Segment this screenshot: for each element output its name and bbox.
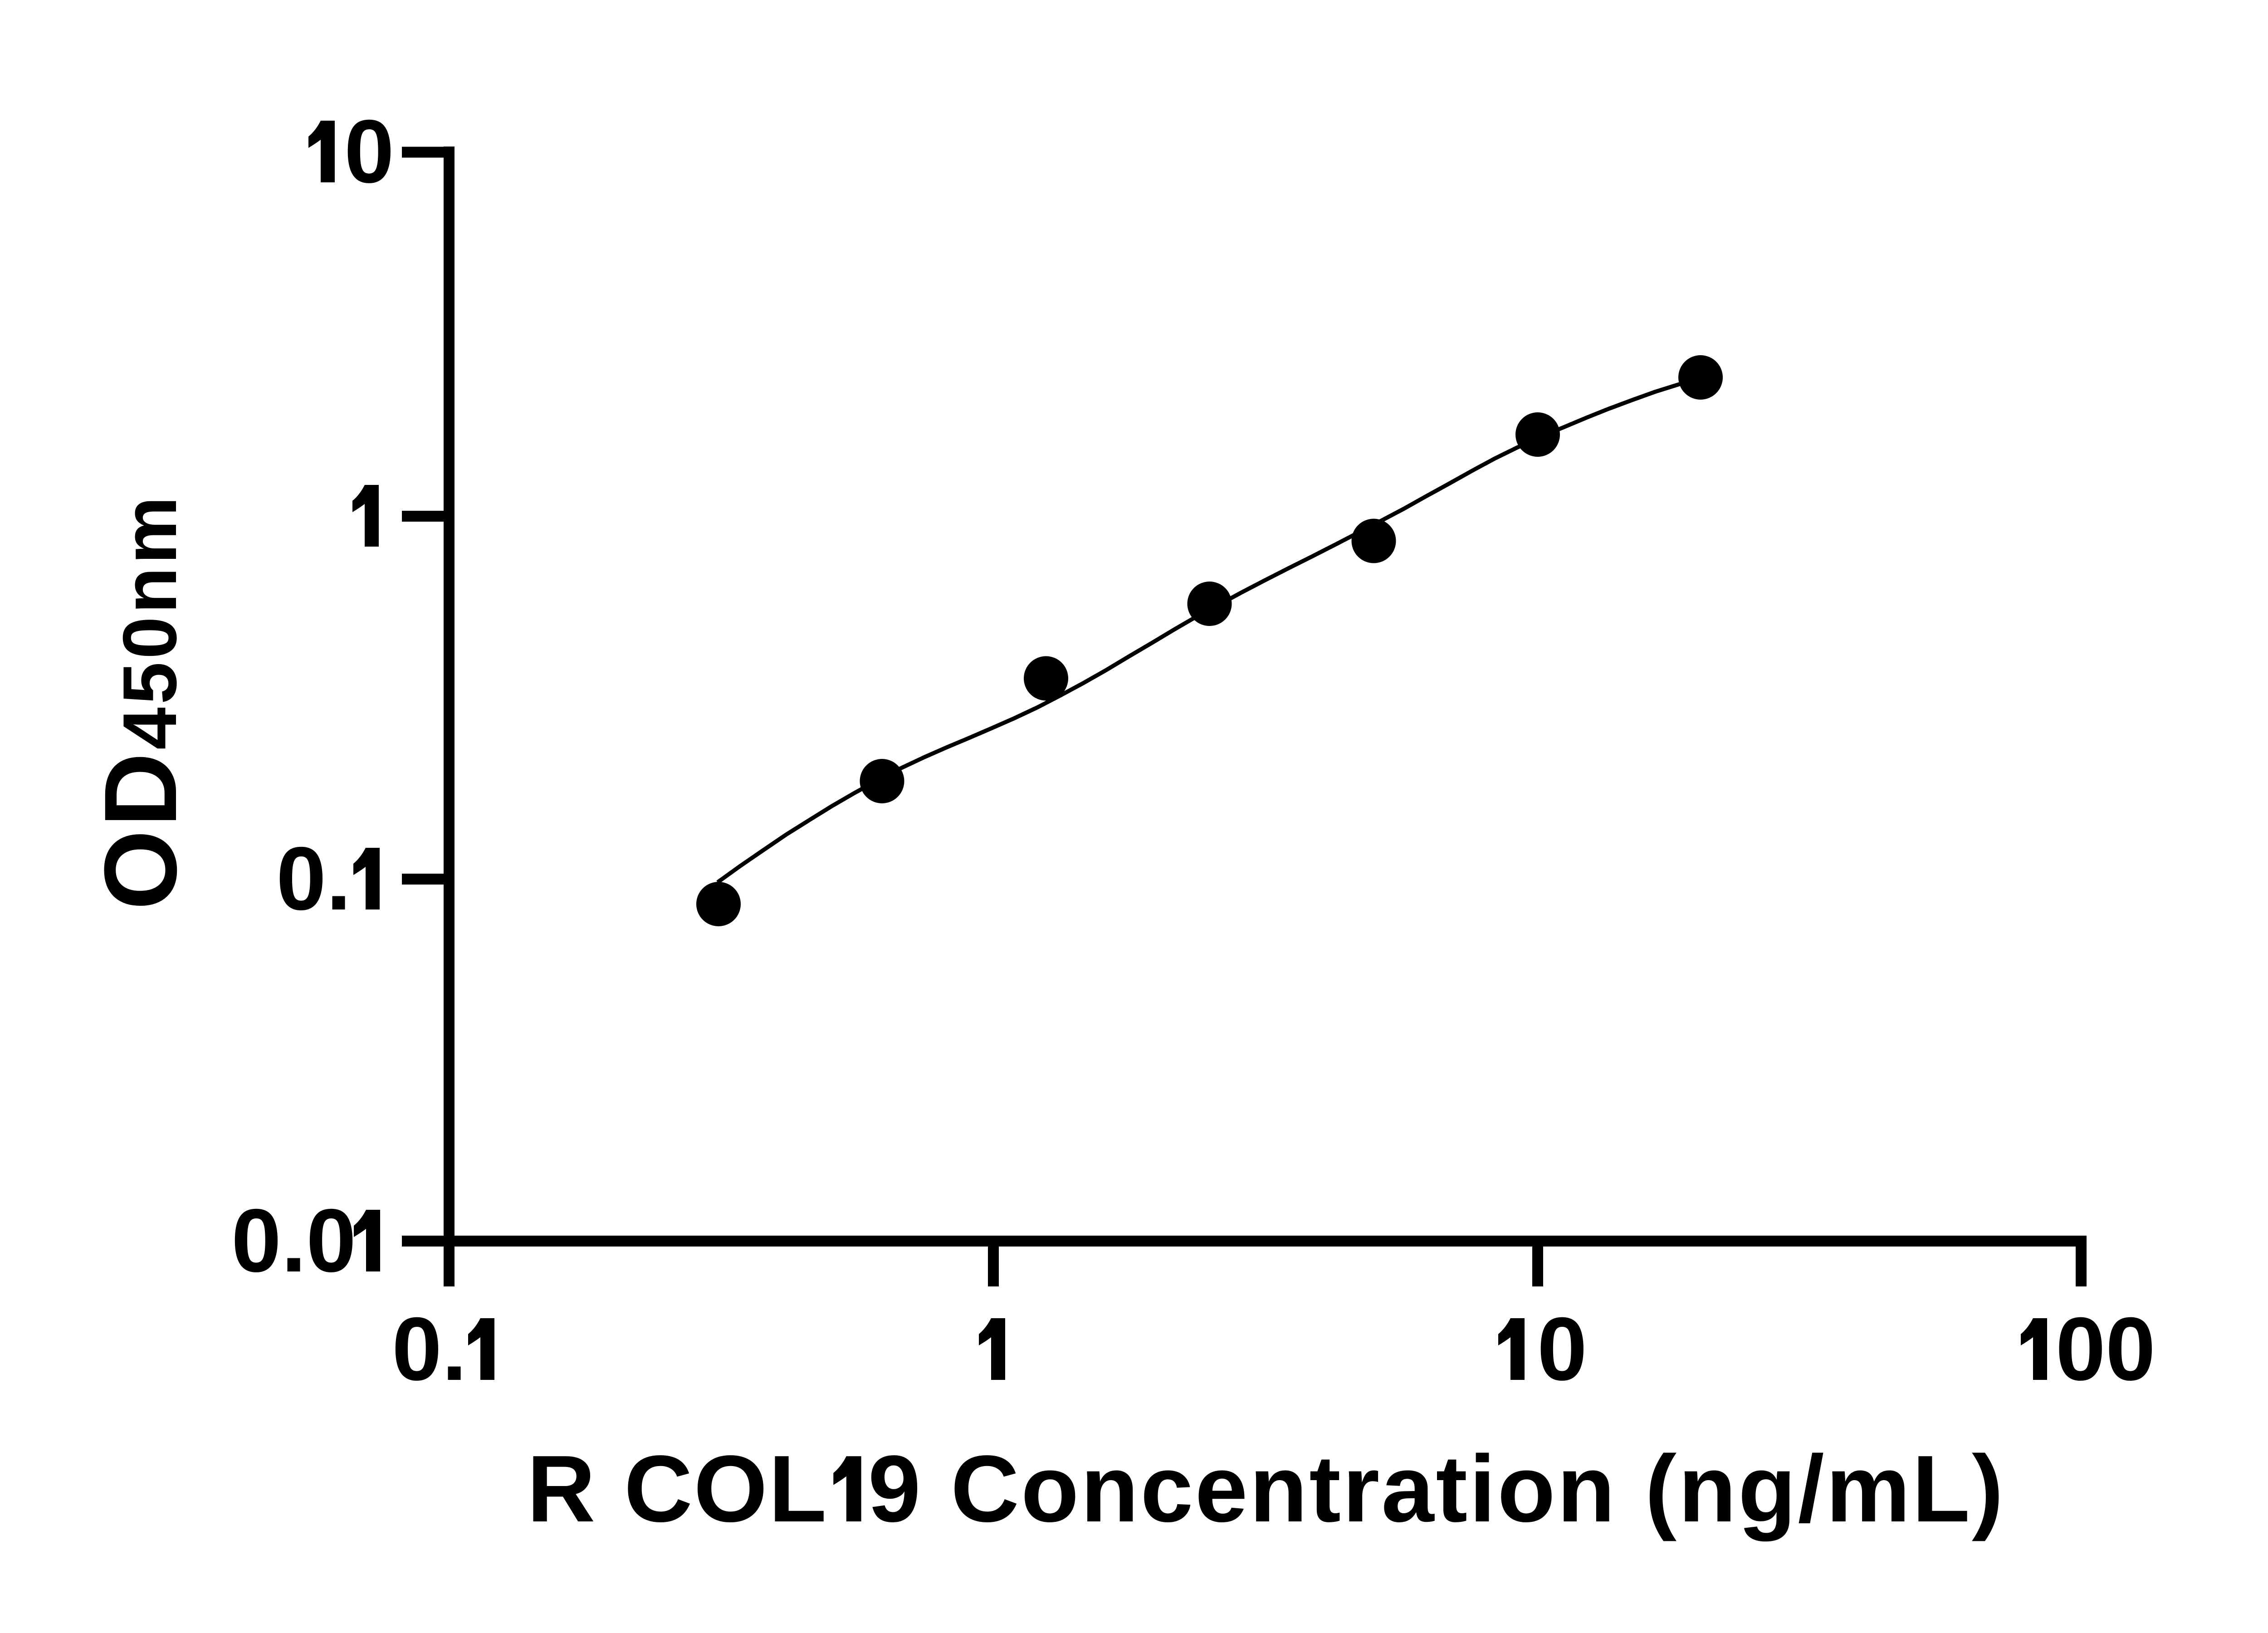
svg-text:0: 0 — [1537, 1299, 1587, 1399]
svg-text:00: 00 — [2056, 1299, 2156, 1399]
svg-text:0.: 0. — [276, 828, 351, 929]
svg-text:9 Concentration (ng/mL): 9 Concentration (ng/mL) — [868, 1436, 2005, 1542]
svg-text:R COL: R COL — [527, 1436, 828, 1542]
svg-text:0.0: 0.0 — [231, 1190, 356, 1291]
svg-text:0.: 0. — [392, 1299, 467, 1399]
svg-text:0: 0 — [344, 101, 394, 201]
svg-text:OD450nm: OD450nm — [83, 494, 198, 910]
